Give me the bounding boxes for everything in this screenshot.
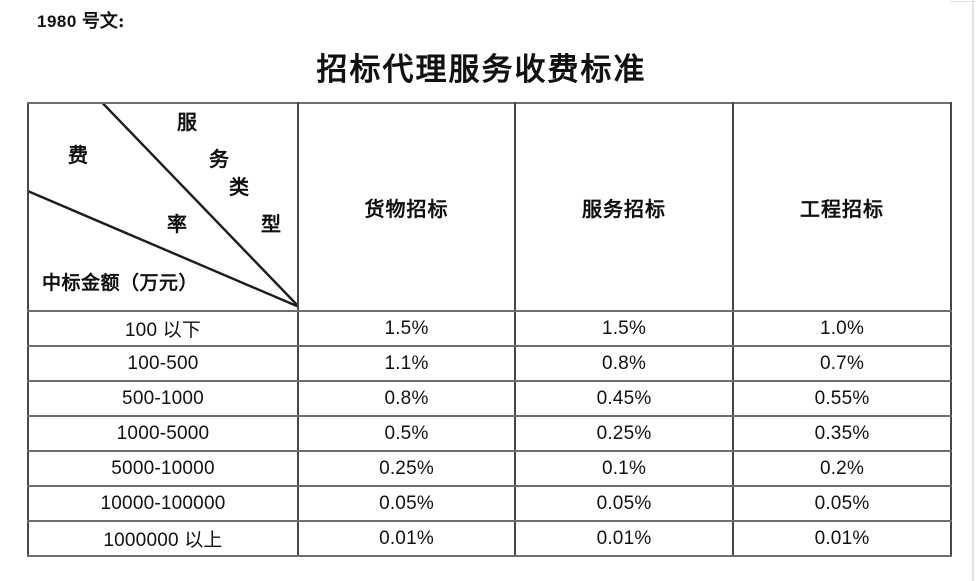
- page-edge-top-divider: [950, 1, 976, 2]
- fee-cell: 0.1%: [514, 450, 734, 487]
- fee-cell: 0.55%: [732, 380, 952, 417]
- fee-cell: 0.8%: [514, 345, 734, 382]
- table-row: 100 以下 1.5% 1.5% 1.0%: [27, 310, 952, 347]
- table-header-row: 服 务 类 型 费 率 中标金额（万元） 货物招标 服务招标 工程招标: [27, 102, 952, 312]
- doc-reference: 1980 号文:: [37, 7, 124, 33]
- table-row: 10000-100000 0.05% 0.05% 0.05%: [27, 485, 952, 522]
- table-row: 5000-10000 0.25% 0.1% 0.2%: [27, 450, 952, 487]
- row-label: 10000-100000: [27, 485, 299, 522]
- page-title: 招标代理服务收费标准: [316, 52, 647, 88]
- row-label: 5000-10000: [27, 450, 299, 487]
- fee-cell: 0.05%: [297, 485, 516, 522]
- fee-cell: 0.7%: [732, 345, 952, 382]
- fee-cell: 0.35%: [732, 415, 952, 452]
- table-row: 1000-5000 0.5% 0.25% 0.35%: [27, 415, 952, 452]
- fee-cell: 0.01%: [732, 520, 952, 557]
- table-row: 100-500 1.1% 0.8% 0.7%: [27, 345, 952, 382]
- fee-cell: 0.8%: [297, 380, 516, 417]
- row-label: 1000000 以上: [27, 520, 299, 557]
- row-label: 1000-5000: [27, 415, 299, 452]
- fee-cell: 0.45%: [514, 380, 734, 417]
- table-row: 500-1000 0.8% 0.45% 0.55%: [27, 380, 952, 417]
- corner-type-char-1: 服: [177, 110, 197, 134]
- fee-cell: 0.25%: [297, 450, 516, 487]
- corner-rate-char-2: 率: [167, 212, 187, 236]
- row-label: 500-1000: [27, 380, 299, 417]
- fee-cell: 1.5%: [514, 310, 734, 347]
- doc-reference-number: 1980: [37, 12, 77, 31]
- fee-cell: 0.01%: [514, 520, 734, 557]
- column-header-goods: 货物招标: [297, 102, 516, 312]
- fee-cell: 0.01%: [297, 520, 516, 557]
- fee-cell: 0.05%: [732, 485, 952, 522]
- fee-standard-table: 服 务 类 型 费 率 中标金额（万元） 货物招标 服务招标 工程招标 100 …: [27, 102, 952, 557]
- diagonal-corner-cell: 服 务 类 型 费 率 中标金额（万元）: [27, 102, 299, 312]
- corner-rate-char-1: 费: [68, 143, 88, 167]
- page-edge-divider: [972, 0, 974, 581]
- table-row: 1000000 以上 0.01% 0.01% 0.01%: [27, 520, 952, 557]
- corner-type-char-2: 务: [209, 147, 229, 171]
- fee-cell: 0.25%: [514, 415, 734, 452]
- fee-cell: 1.0%: [732, 310, 952, 347]
- column-header-engineering: 工程招标: [732, 102, 952, 312]
- fee-cell: 0.5%: [297, 415, 516, 452]
- corner-amount-label: 中标金额（万元）: [42, 272, 199, 294]
- row-label: 100 以下: [27, 310, 299, 347]
- doc-reference-suffix: 号文:: [81, 11, 125, 32]
- fee-cell: 1.1%: [297, 345, 516, 382]
- row-label: 100-500: [27, 345, 299, 382]
- corner-type-char-4: 型: [261, 212, 281, 236]
- column-header-services: 服务招标: [514, 102, 734, 312]
- fee-cell: 1.5%: [297, 310, 516, 347]
- fee-cell: 0.2%: [732, 450, 952, 487]
- diagonal-corner-content: 服 务 类 型 费 率 中标金额（万元）: [29, 104, 297, 310]
- diagonal-lines: [29, 104, 297, 308]
- corner-type-char-3: 类: [229, 175, 249, 199]
- fee-cell: 0.05%: [514, 485, 734, 522]
